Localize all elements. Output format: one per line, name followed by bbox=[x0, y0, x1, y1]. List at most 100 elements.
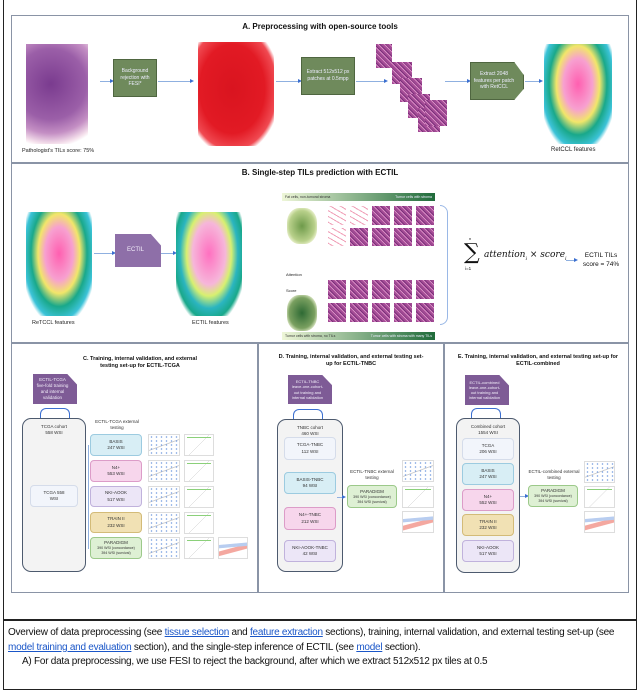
ectil-combined-model-box: ECTIL-combined leave-one-cohort-out trai… bbox=[465, 375, 509, 405]
retccl-features-label: RetCCL features bbox=[551, 147, 596, 153]
cohort-count: 232 WSI bbox=[107, 522, 125, 528]
patch bbox=[328, 206, 346, 225]
patch bbox=[328, 280, 346, 299]
n4-box: N4+ 552 WSI bbox=[462, 489, 514, 511]
paradigm-box: PARADIGM 390 WSI (concordance) 394 WSI (s… bbox=[528, 485, 578, 507]
caption-text: and bbox=[229, 627, 251, 638]
cohort-count: 206 WSI bbox=[479, 449, 497, 454]
score-patch-grid bbox=[328, 280, 434, 322]
formula-lower: i=1 bbox=[465, 266, 472, 271]
nki-tnbc-box: NKI-AOOK-TNBC 42 WSI bbox=[284, 540, 336, 562]
arrow bbox=[337, 495, 346, 499]
nki-box: NKI-AOOK 517 WSI bbox=[90, 486, 142, 507]
roc-plot bbox=[184, 512, 214, 534]
formula-upper: n bbox=[469, 236, 472, 241]
patch bbox=[372, 280, 390, 299]
background-rejection-step: Background rejection with FESI* bbox=[113, 59, 157, 97]
patch bbox=[394, 280, 412, 299]
subscript: i bbox=[525, 255, 528, 262]
roc-plot bbox=[184, 434, 214, 456]
attention-label: Attention bbox=[286, 272, 302, 277]
cohort-name: NKI-AOOK bbox=[104, 490, 127, 496]
train-box: TRAIN II 232 WSI bbox=[462, 514, 514, 536]
formula-body: attentioni × scorei bbox=[484, 250, 567, 265]
training-loop-arrow bbox=[471, 408, 501, 418]
feature-extraction-step: Extract 2048 features per patch with Ret… bbox=[470, 62, 524, 100]
patch bbox=[416, 206, 434, 225]
bar-left-label: Fat cells, non-tumoral stroma bbox=[285, 195, 331, 199]
arrow bbox=[525, 79, 543, 83]
arrow bbox=[94, 251, 116, 255]
figure-caption: Overview of data preprocessing (see tiss… bbox=[8, 626, 634, 655]
cohort-name: PARADIGM bbox=[104, 540, 128, 546]
n4-tnbc-box: N4+-TNBC 212 WSI bbox=[284, 507, 336, 530]
bar-right-label: Tumor cells with stroma bbox=[395, 195, 432, 199]
basis-box: BASIS 247 WSI bbox=[462, 463, 514, 485]
roc-plot bbox=[184, 486, 214, 508]
attention-gradient-bar: Fat cells, non-tumoral stroma Tumor cells… bbox=[282, 193, 435, 201]
patch bbox=[328, 303, 346, 322]
model-link[interactable]: model bbox=[356, 641, 383, 653]
retccl-features-image bbox=[26, 212, 92, 316]
arrow bbox=[276, 79, 302, 83]
score-map-image bbox=[287, 295, 317, 331]
ectil-tcga-model-box: ECTIL-TCGA five-fold training and intern… bbox=[33, 374, 77, 404]
cohort-count: 517 WSI bbox=[479, 551, 497, 556]
cohort-name: N4+ bbox=[111, 464, 121, 470]
scatter-plot bbox=[584, 461, 615, 483]
attention-term: attention bbox=[484, 250, 526, 260]
cohort-name: PARADIGM bbox=[360, 488, 384, 494]
cohort-name: TCGA bbox=[481, 442, 495, 448]
caption-text: section). bbox=[382, 641, 421, 653]
cohort-count: 212 WSI bbox=[301, 518, 319, 524]
cohort-count: 247 WSI bbox=[107, 445, 125, 450]
cohort-count: 112 WSI bbox=[301, 448, 319, 454]
bar-left-label: Tumor cells with stroma, no TILs bbox=[285, 334, 336, 338]
patch bbox=[394, 227, 412, 246]
retccl-features-image bbox=[544, 44, 612, 144]
survival-plot bbox=[584, 511, 615, 533]
cohort-name: BASIS bbox=[481, 467, 495, 473]
roc-plot bbox=[184, 537, 214, 559]
feature-extraction-link[interactable]: feature extraction bbox=[250, 627, 323, 638]
pathologist-score-label: Pathologist's TILs score: 75% bbox=[22, 148, 95, 154]
ext-testing-label: ECTIL-combined external testing bbox=[528, 469, 580, 480]
train-box: TRAIN II 232 WSI bbox=[90, 512, 142, 533]
cohort-name: TCGA-TNBC bbox=[296, 442, 324, 448]
cohort-count: 390 WSI (concordance) 394 WSI (survival) bbox=[534, 494, 572, 504]
tcga-tnbc-box: TCGA-TNBC 112 WSI bbox=[284, 437, 336, 460]
panel-a-title: A. Preprocessing with open-source tools bbox=[242, 22, 398, 31]
cohort-name: TRAIN II bbox=[479, 518, 497, 524]
scatter-plot bbox=[148, 537, 180, 559]
ectil-model-box: ECTIL bbox=[115, 234, 161, 267]
cohort-count: 517 WSI bbox=[107, 496, 125, 502]
caption-item-a: A) For data preprocessing, we use FESI t… bbox=[22, 656, 488, 667]
patch bbox=[416, 227, 434, 246]
scatter-plot bbox=[148, 512, 180, 534]
cohort-count: 390 WSI (concordance) 394 WSI (survival) bbox=[97, 546, 135, 556]
cohort-name: BASIS-TNBC bbox=[296, 476, 324, 482]
scatter-plot bbox=[148, 486, 180, 508]
patch-image bbox=[425, 100, 447, 126]
patch bbox=[350, 303, 368, 322]
arrow bbox=[158, 79, 194, 83]
cohort-count: 390 WSI (concordance) 394 WSI (survival) bbox=[353, 494, 391, 504]
patch bbox=[350, 227, 368, 246]
arrow bbox=[100, 79, 114, 83]
connector bbox=[88, 445, 89, 549]
survival-plot bbox=[218, 537, 248, 559]
roc-plot bbox=[184, 460, 214, 482]
patch bbox=[350, 280, 368, 299]
arrow bbox=[356, 79, 388, 83]
ectil-tnbc-model-box: ECTIL-TNBC leave-one-cohort-out training… bbox=[288, 375, 332, 404]
panel-c-title: C. Training, internal validation, and ex… bbox=[83, 356, 197, 370]
cohort-count: 552 WSI bbox=[479, 500, 497, 505]
cohort-name: N4+-TNBC bbox=[298, 512, 322, 518]
tissue-selection-link[interactable]: tissue selection bbox=[164, 627, 230, 638]
patch bbox=[372, 206, 390, 225]
cohort-count: 94 WSI bbox=[302, 483, 318, 488]
tissue-mask-image bbox=[198, 42, 274, 146]
model-training-link[interactable]: model training and evaluation bbox=[8, 641, 132, 653]
training-loop-arrow bbox=[40, 408, 70, 418]
caption-text: Overview of data preprocessing (see bbox=[8, 627, 165, 638]
